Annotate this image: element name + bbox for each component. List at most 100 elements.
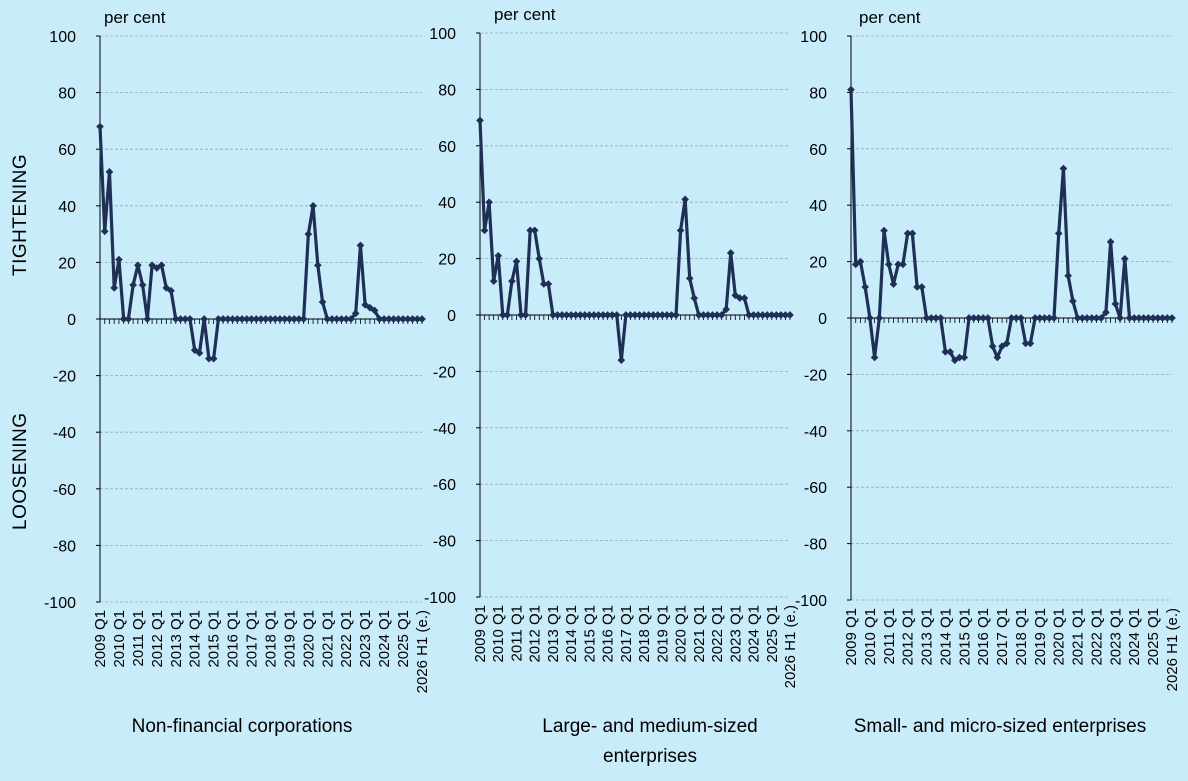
data-point	[480, 226, 489, 235]
data-point	[1050, 314, 1058, 322]
x-tick-label: 2019 Q1	[1032, 608, 1049, 666]
x-tick-label: 2015 Q1	[956, 608, 973, 666]
y-tick-label: 20	[809, 255, 827, 272]
tightening-label: TIGHTENING	[10, 153, 31, 276]
data-point	[690, 294, 699, 302]
data-point	[856, 257, 865, 266]
y-tick-label: -60	[804, 480, 827, 497]
data-point	[110, 284, 119, 292]
y-tick-label: 20	[58, 255, 76, 272]
data-point	[1102, 308, 1110, 317]
y-tick-label: -100	[795, 593, 827, 610]
x-tick-label: 2012 Q1	[900, 608, 917, 666]
y-tick-label: 60	[438, 139, 456, 156]
y-tick-label: -100	[424, 590, 456, 607]
x-tick-label: 2014 Q1	[937, 608, 954, 666]
data-point	[521, 311, 530, 319]
data-point	[1059, 164, 1068, 173]
x-tick-label: 2020 Q1	[300, 610, 317, 668]
x-tick-label: 2014 Q1	[187, 610, 204, 668]
y-tick-label: 100	[800, 29, 827, 46]
data-point	[195, 349, 204, 357]
loosening-label: LOOSENING	[10, 412, 31, 530]
panel-1-title: Non-financial corporations	[131, 716, 353, 737]
data-point	[143, 315, 152, 323]
x-tick-label: 2026 H1 (e.)	[782, 605, 799, 688]
data-point	[1064, 271, 1072, 280]
x-tick-label: 2021 Q1	[1070, 608, 1087, 666]
data-point	[740, 294, 749, 302]
panel-2-title: Large- and medium-sized enterprises	[542, 716, 758, 767]
y-tick-label: -100	[44, 595, 76, 612]
data-point	[503, 311, 512, 319]
y-axis-label: per cent	[104, 8, 166, 27]
data-point	[105, 168, 114, 176]
x-tick-label: 2009 Q1	[843, 608, 860, 666]
data-point	[870, 353, 879, 362]
data-point	[157, 261, 166, 270]
data-point	[722, 305, 731, 314]
x-tick-label: 2014 Q1	[563, 605, 580, 663]
data-point	[530, 226, 539, 235]
data-point	[672, 311, 680, 319]
x-tick-label: 2023 Q1	[1107, 608, 1124, 666]
data-point	[717, 311, 726, 319]
x-tick-label: 2020 Q1	[673, 605, 690, 663]
data-point	[1106, 238, 1115, 246]
data-point	[685, 274, 694, 283]
data-point	[476, 116, 484, 125]
data-point	[1111, 300, 1120, 308]
x-tick-label: 2015 Q1	[206, 610, 223, 668]
x-tick-label: 2012 Q1	[527, 605, 544, 663]
data-point	[190, 346, 199, 354]
data-point	[361, 301, 370, 309]
data-point	[152, 264, 161, 272]
y-axis-label: per cent	[859, 8, 921, 27]
y-tick-label: 40	[58, 199, 76, 216]
x-tick-label: 2018 Q1	[636, 605, 653, 663]
y-tick-label: 60	[58, 142, 76, 159]
x-tick-label: 2025 Q1	[395, 610, 412, 668]
data-point	[847, 85, 855, 94]
data-point	[512, 257, 521, 266]
x-tick-label: 2025 Q1	[1145, 608, 1162, 666]
y-tick-label: 0	[818, 311, 827, 328]
data-point	[418, 315, 426, 323]
data-point	[993, 353, 1002, 362]
data-point	[681, 195, 689, 204]
x-tick-label: 2013 Q1	[919, 608, 936, 666]
data-point	[884, 260, 893, 269]
y-tick-label: -40	[53, 425, 76, 442]
data-point	[186, 315, 194, 323]
y-tick-label: -60	[433, 477, 456, 494]
x-tick-label: 2022 Q1	[709, 605, 726, 663]
x-tick-label: 2016 Q1	[975, 608, 992, 666]
y-tick-label: 0	[67, 312, 76, 329]
data-point	[998, 342, 1006, 351]
data-point	[880, 226, 888, 235]
chart-panel-3: -100 -80 -60 -40 -20 0 20 40 60 80 100 per cent 2009…	[795, 8, 1181, 691]
x-tick-label: 2021 Q1	[691, 605, 708, 663]
y-tick-label: -40	[804, 424, 827, 441]
data-point	[946, 348, 954, 356]
data-point	[313, 261, 322, 270]
data-point	[304, 230, 313, 238]
data-point	[612, 311, 621, 319]
y-tick-label: -60	[53, 482, 76, 499]
x-tick-label: 2018 Q1	[1013, 608, 1030, 666]
data-point	[731, 291, 740, 300]
data-point	[984, 314, 992, 322]
x-tick-label: 2011 Q1	[130, 610, 147, 666]
y-tick-label: -80	[433, 534, 456, 551]
data-point	[96, 122, 104, 131]
data-point	[535, 254, 544, 263]
x-tick-label: 2025 Q1	[764, 605, 781, 663]
y-tick-label: 100	[49, 29, 76, 46]
data-point	[1120, 254, 1129, 263]
x-tick-label: 2011 Q1	[881, 608, 898, 664]
x-tick-label: 2018 Q1	[262, 610, 279, 668]
x-tick-label: 2017 Q1	[994, 608, 1011, 666]
x-tick-label: 2021 Q1	[319, 610, 336, 668]
